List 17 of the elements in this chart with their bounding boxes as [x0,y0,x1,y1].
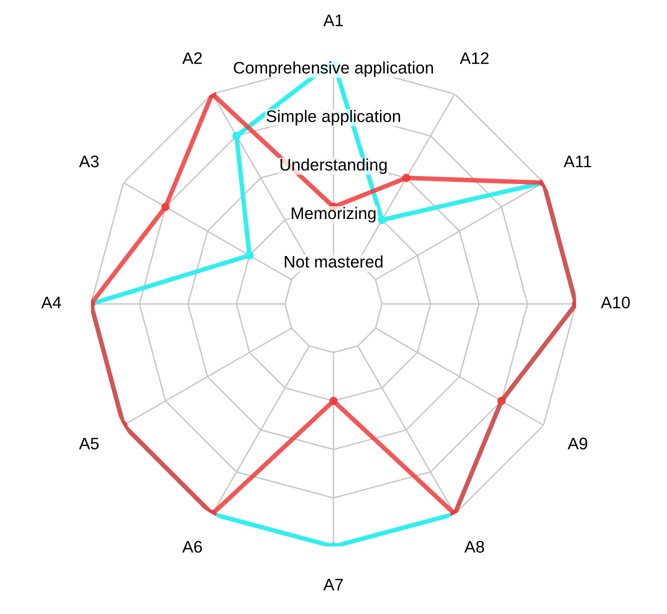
y-tick-label: Comprehensive application [234,61,433,77]
spoke-label: A6 [182,540,202,553]
spoke-label: A2 [182,52,202,64]
spoke-label: A12 [460,52,489,64]
y-tick-label: Not mastered [284,255,382,268]
y-tick-label: Understanding [280,158,387,174]
spoke-label: A4 [41,296,62,308]
spoke-label: A1 [323,14,343,26]
spoke-label: A3 [79,156,99,168]
y-tick-label: Memorizing [292,206,376,222]
spoke-label: A9 [568,438,588,450]
spoke-label: A10 [600,296,630,308]
spoke-label: A7 [323,578,343,590]
spoke-label: A11 [564,156,592,168]
spoke-label: A5 [79,438,99,450]
y-tick-label: Simple application [266,110,400,126]
spoke-label: A8 [464,540,484,553]
